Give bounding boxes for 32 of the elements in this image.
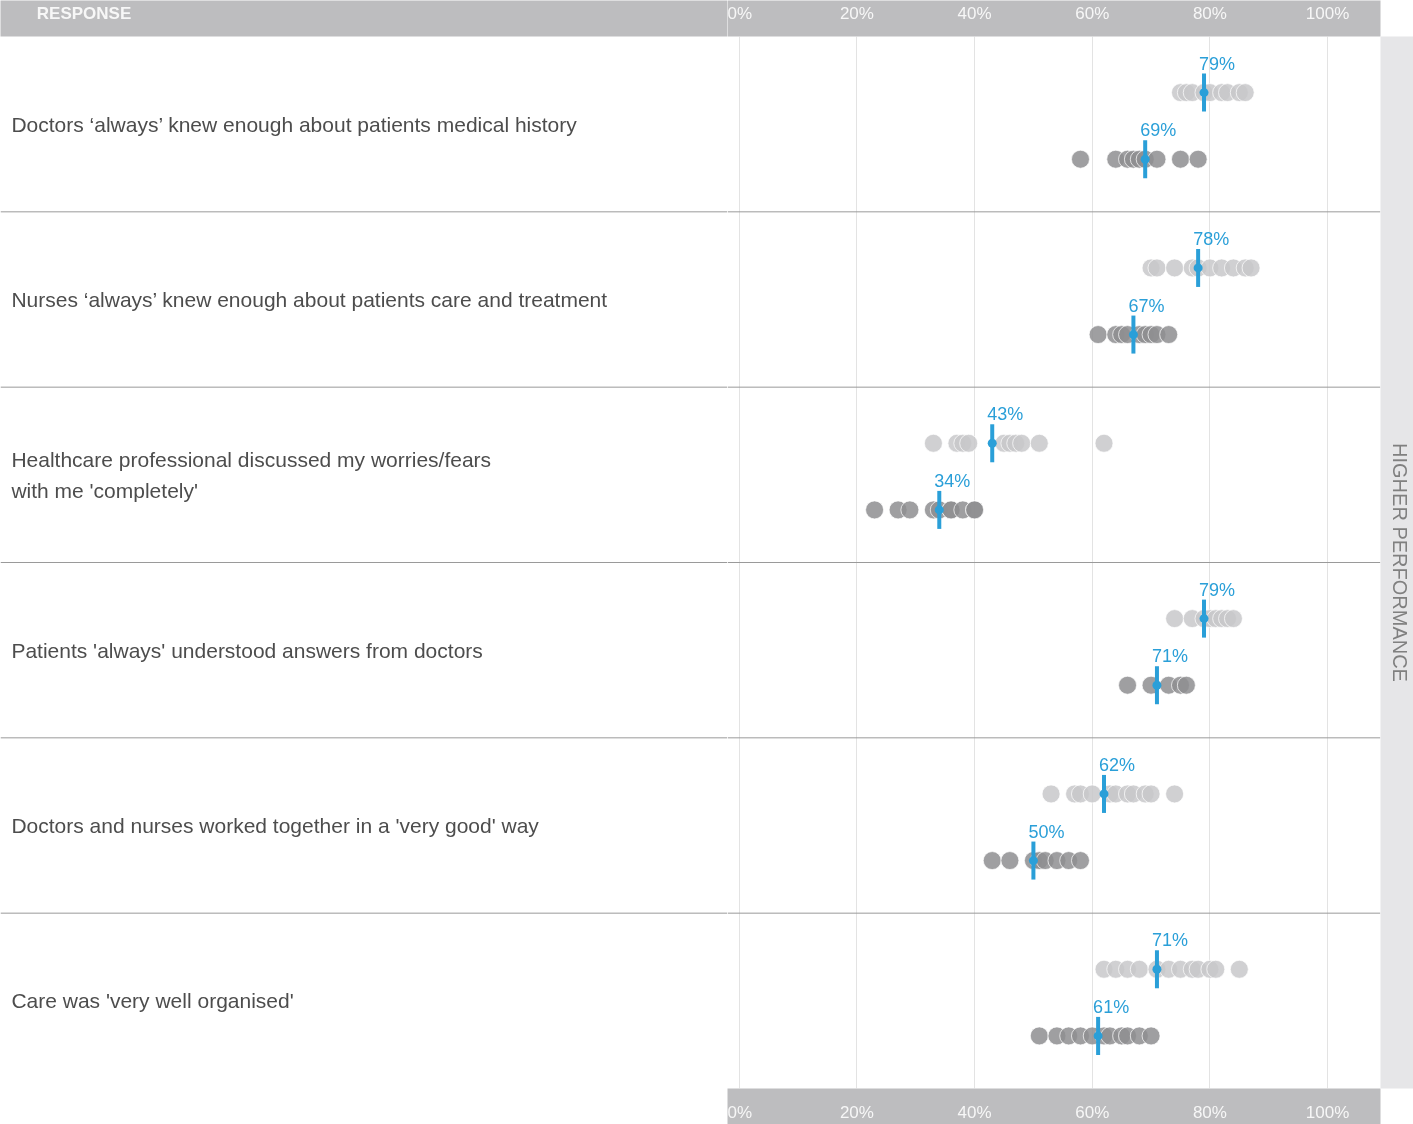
y-tick-label: Healthcare professional discussed my worries/fears with me 'completely' xyxy=(10,447,492,502)
data-label: 79% xyxy=(1199,53,1236,74)
x2-tick-label: 20% xyxy=(839,3,874,23)
data-label: 43% xyxy=(987,404,1024,425)
y2-axis-title: HIGHER PERFORMANCE xyxy=(1388,443,1411,682)
x2-tick-label: 60% xyxy=(1075,3,1110,23)
x2-tick-label: 100% xyxy=(1305,3,1350,23)
data-label: 79% xyxy=(1199,579,1236,600)
data-label: 71% xyxy=(1151,930,1188,951)
y-tick-label: Doctors and nurses worked together in a 'very good' way xyxy=(11,814,540,837)
data-label: 69% xyxy=(1140,120,1177,141)
y-tick-label: Doctors ‘always’ knew enough about patients medical history xyxy=(11,112,578,136)
data-label: 67% xyxy=(1128,295,1165,316)
x-tick-label: 100% xyxy=(1305,1102,1350,1122)
data-label: 62% xyxy=(1099,754,1136,775)
data-label: 78% xyxy=(1193,228,1230,249)
y-tick-label: Patients 'always' understood answers from doctors xyxy=(11,638,483,662)
x-tick-label: 0% xyxy=(727,1102,753,1122)
x-tick-label: 40% xyxy=(957,1102,992,1122)
x2-tick-label: 80% xyxy=(1192,3,1227,23)
data-label: 61% xyxy=(1093,996,1130,1017)
x-tick-label: 20% xyxy=(839,1102,874,1122)
data-label: 71% xyxy=(1151,646,1188,667)
data-label: 34% xyxy=(934,470,971,491)
y-tick-label: Care was 'very well organised' xyxy=(11,989,294,1013)
x-tick-label: 80% xyxy=(1192,1102,1227,1122)
y-axis-title: RESPONSE xyxy=(36,3,132,23)
x2-tick-label: 40% xyxy=(957,3,992,23)
data-label: 50% xyxy=(1028,821,1065,842)
y-tick-label: Nurses ‘always’ knew enough about patients care and treatment xyxy=(11,288,608,311)
x2-tick-label: 0% xyxy=(727,3,753,23)
x-tick-label: 60% xyxy=(1075,1102,1110,1122)
